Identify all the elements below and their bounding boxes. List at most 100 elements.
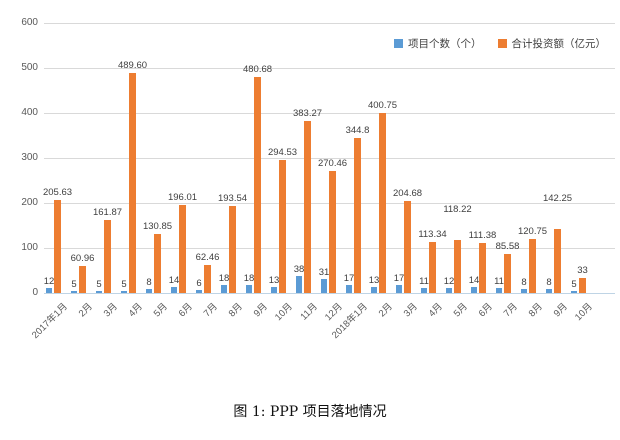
data-label-projects: 8	[521, 277, 527, 289]
bar-projects	[446, 287, 452, 293]
bar-investment	[454, 239, 461, 293]
bar-chart: 0 100 200 300 400 500 600 12 205.63 2017年1月 5 60.96…	[21, 17, 615, 341]
data-label-investment: 113.34	[418, 228, 447, 240]
data-label-investment: 120.75	[517, 225, 548, 237]
bar-investment	[279, 160, 286, 293]
data-label-projects: 17	[393, 273, 405, 285]
bar-projects	[96, 290, 102, 293]
data-label-investment: 193.54	[217, 192, 248, 204]
bar-projects	[246, 284, 252, 293]
data-label-investment: 204.68	[392, 187, 423, 199]
bar-projects	[196, 290, 202, 293]
gridline	[44, 68, 615, 69]
bar-investment	[579, 278, 586, 293]
x-axis-line	[44, 293, 615, 294]
data-label-investment: 294.53	[267, 147, 298, 159]
data-label-projects: 8	[546, 277, 552, 289]
bar-investment	[479, 242, 486, 293]
bar-projects	[546, 289, 552, 293]
bar-investment	[129, 72, 136, 293]
bar-projects	[346, 285, 352, 293]
y-axis-tick-label: 300	[21, 152, 38, 163]
data-label-investment: 205.63	[42, 187, 73, 199]
data-label-investment: 196.01	[167, 191, 198, 203]
data-label-projects: 38	[293, 263, 305, 275]
bar-projects	[496, 288, 502, 293]
bar-investment	[554, 228, 561, 293]
bar-investment	[179, 204, 186, 293]
bar-projects	[571, 290, 577, 293]
bar-projects	[396, 285, 402, 293]
gridline	[44, 23, 615, 24]
bar-investment	[254, 76, 261, 293]
bar-investment	[429, 241, 436, 293]
bar-projects	[471, 286, 477, 293]
data-label-projects: 8	[146, 277, 152, 289]
bar-projects	[296, 275, 302, 293]
bar-projects	[371, 287, 377, 293]
legend-label: 项目个数（个）	[408, 38, 482, 50]
data-label-investment: 270.46	[317, 158, 348, 170]
bar-projects	[321, 279, 327, 293]
y-axis-tick-label: 100	[21, 242, 38, 253]
data-label-investment: 142.25	[542, 192, 573, 204]
y-axis-tick-label: 600	[21, 17, 38, 28]
bar-investment	[204, 264, 211, 293]
data-label-projects: 13	[268, 275, 280, 287]
data-label-projects: 11	[494, 276, 504, 288]
data-label-projects: 6	[196, 278, 202, 290]
data-label-projects: 17	[343, 273, 355, 285]
data-label-investment: 489.60	[117, 59, 148, 71]
bar-investment	[54, 200, 61, 293]
bar-investment	[504, 254, 511, 293]
data-label-projects: 14	[168, 274, 180, 286]
bar-investment	[379, 112, 386, 293]
data-label-projects: 12	[443, 275, 455, 287]
data-label-projects: 11	[419, 276, 429, 288]
data-label-investment: 33	[577, 265, 588, 277]
bar-projects	[171, 286, 177, 293]
bar-projects	[521, 289, 527, 293]
data-label-investment: 161.87	[92, 207, 123, 219]
data-label-investment: 111.38	[468, 229, 497, 241]
bar-investment	[79, 265, 86, 293]
data-label-investment: 480.68	[242, 63, 273, 75]
legend-swatch-icon	[497, 39, 507, 48]
bar-investment	[354, 137, 361, 293]
data-label-projects: 5	[571, 278, 577, 290]
bar-investment	[404, 200, 411, 293]
data-label-investment: 62.46	[195, 251, 220, 263]
y-axis-tick-label: 400	[21, 107, 38, 118]
bar-projects	[146, 289, 152, 293]
data-label-projects: 5	[121, 278, 127, 290]
bar-projects	[221, 284, 227, 293]
data-label-projects: 14	[468, 274, 480, 286]
data-label-investment: 344.8	[345, 124, 370, 136]
data-label-projects: 12	[43, 275, 55, 287]
y-axis-tick-label: 0	[32, 287, 38, 298]
y-axis-tick-label: 200	[21, 197, 38, 208]
data-label-projects: 31	[318, 267, 330, 279]
gridline	[44, 158, 615, 159]
legend-item-investment: 合计投资额（亿元）	[497, 36, 607, 51]
data-label-projects: 5	[71, 278, 77, 290]
figure-caption: 图 1: PPP 项目落地情况	[233, 404, 387, 420]
legend-swatch-icon	[394, 39, 403, 48]
legend-label: 合计投资额（亿元）	[511, 38, 607, 50]
bar-investment	[329, 171, 336, 293]
data-label-projects: 18	[218, 272, 230, 284]
gridline	[44, 113, 615, 114]
y-axis-tick-label: 500	[21, 62, 38, 73]
bar-projects	[121, 290, 127, 293]
data-label-investment: 60.96	[70, 252, 95, 264]
bar-investment	[229, 205, 236, 293]
data-label-investment: 130.85	[142, 221, 173, 233]
bar-projects	[71, 290, 77, 293]
legend-item-projects: 项目个数（个）	[394, 36, 482, 51]
data-label-investment: 85.58	[495, 241, 520, 253]
bar-investment	[304, 120, 311, 293]
data-label-investment: 383.27	[292, 107, 323, 119]
chart-legend: 项目个数（个） 合计投资额（亿元）	[394, 36, 606, 51]
data-label-investment: 118.22	[443, 203, 472, 215]
